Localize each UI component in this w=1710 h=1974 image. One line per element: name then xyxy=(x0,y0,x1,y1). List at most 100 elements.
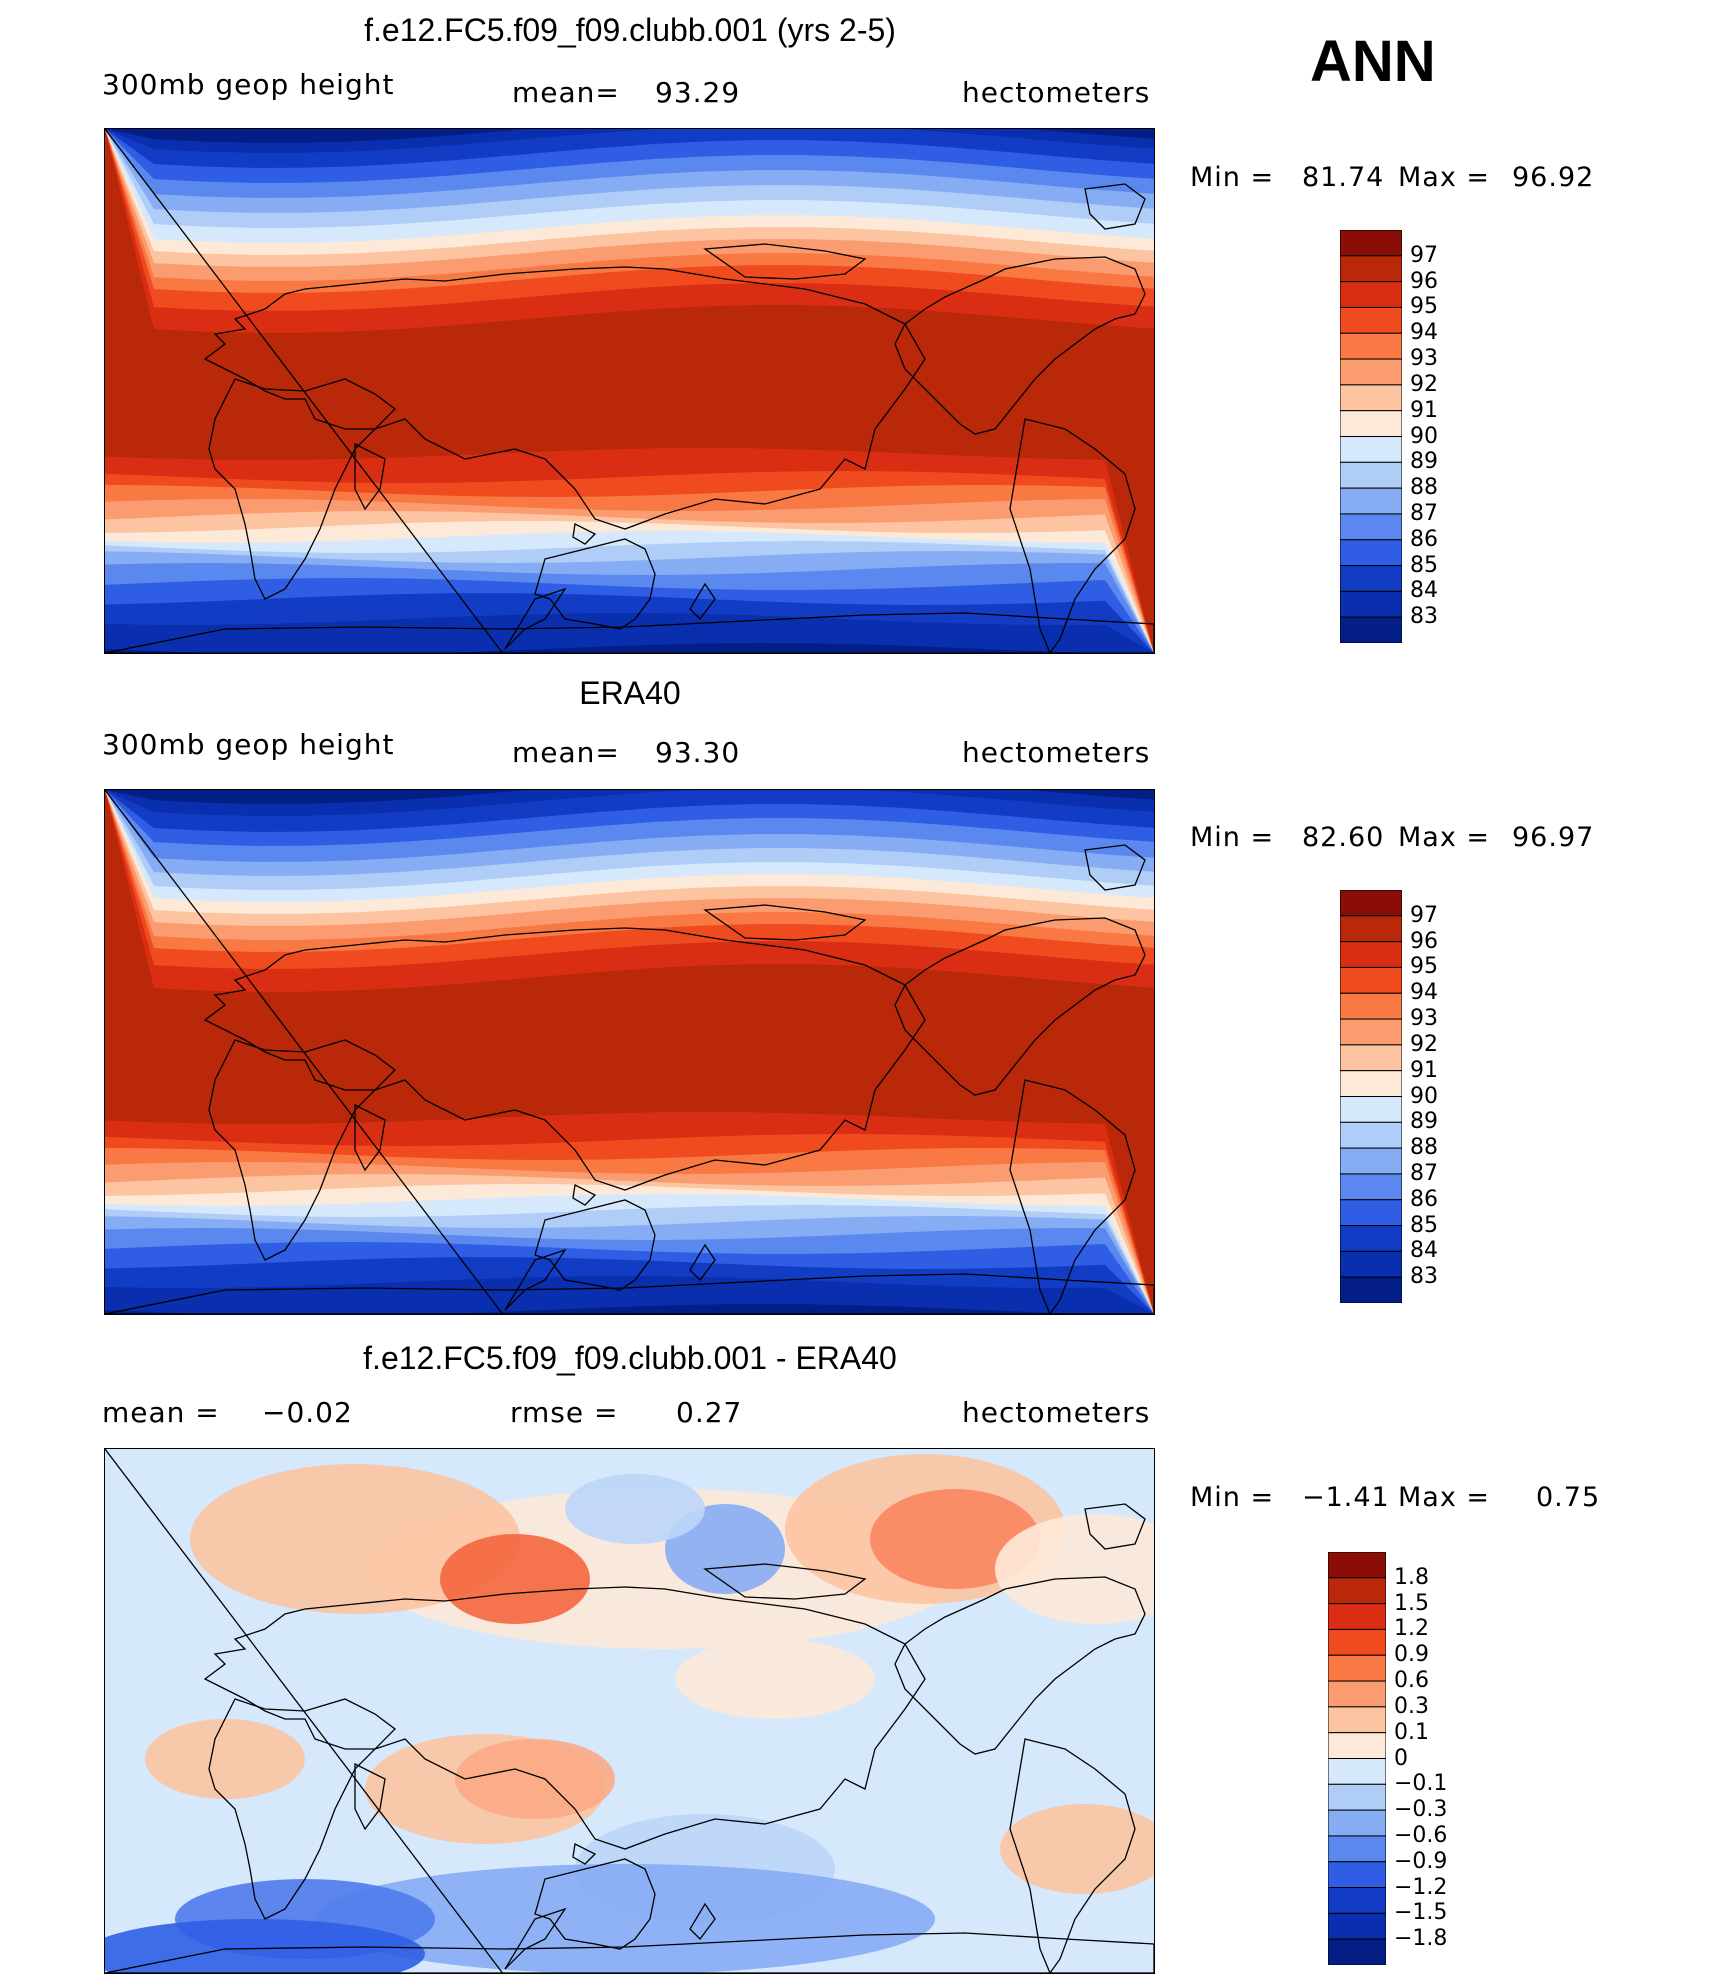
colorbar-tick-label: 88 xyxy=(1410,475,1438,501)
colorbar-tick-label: 0 xyxy=(1394,1745,1408,1771)
colorbar-segment xyxy=(1328,1552,1386,1579)
colorbar-segment xyxy=(1328,1577,1386,1605)
colorbar-tick-label: 93 xyxy=(1410,1006,1438,1032)
colorbar-segment xyxy=(1340,487,1402,515)
panel-3-colorbar: 1.8 1.5 1.2 0.9 0.6 0.3 0.1 0 −0.1 −0.3 −0.6 −0.9 −1… xyxy=(1328,1552,1447,1965)
colorbar-segment xyxy=(1340,255,1402,283)
colorbar-segment xyxy=(1328,1654,1386,1682)
colorbar-tick-label: 95 xyxy=(1410,954,1438,980)
panel-3-min-label: Min = xyxy=(1190,1482,1275,1513)
colorbar-tick-label: 85 xyxy=(1410,1212,1438,1238)
colorbar-segment xyxy=(1328,1628,1386,1656)
colorbar-tick-label: 91 xyxy=(1410,397,1438,423)
panel-2-title: ERA40 xyxy=(579,675,681,711)
panel-2-mean-label: mean= xyxy=(512,736,620,769)
colorbar-tick-label: 1.8 xyxy=(1394,1564,1429,1590)
panel-2-min-value: 82.60 xyxy=(1302,822,1385,853)
colorbar-segment xyxy=(1340,332,1402,360)
colorbar-segment xyxy=(1340,436,1402,463)
panel-1-mean-value: 93.29 xyxy=(655,76,741,109)
colorbar-tick-label: −1.8 xyxy=(1394,1926,1448,1952)
colorbar-tick-label: 91 xyxy=(1410,1057,1438,1083)
colorbar-segment xyxy=(1340,358,1402,386)
colorbar-tick-label: 97 xyxy=(1410,242,1438,268)
panel-2-max-label: Max = xyxy=(1398,822,1491,853)
colorbar-tick-label: 1.2 xyxy=(1394,1616,1429,1642)
colorbar-tick-label: 90 xyxy=(1410,1083,1438,1109)
colorbar-segment xyxy=(1340,941,1402,968)
colorbar-tick-label: −0.3 xyxy=(1394,1797,1448,1823)
colorbar-tick-label: −0.9 xyxy=(1394,1848,1448,1874)
panel-3-map xyxy=(104,1448,1155,1974)
colorbar-segment xyxy=(1340,1121,1402,1149)
colorbar-tick-label: −0.6 xyxy=(1394,1822,1448,1848)
panel-3-min-value: −1.41 xyxy=(1302,1482,1390,1513)
colorbar-segment xyxy=(1340,1250,1402,1278)
panel-1-max-label: Max = xyxy=(1398,162,1491,193)
colorbar-segment xyxy=(1340,590,1402,618)
colorbar-segment xyxy=(1340,410,1402,437)
colorbar-segment xyxy=(1328,1783,1386,1811)
colorbar-segment xyxy=(1340,539,1402,567)
panel-2-colorbar: 97 96 95 94 93 92 91 90 89 88 87 86 85 84 83 xyxy=(1340,890,1438,1303)
colorbar-tick-label: 0.9 xyxy=(1394,1642,1429,1668)
colorbar-tick-label: 87 xyxy=(1410,500,1438,526)
panel-1-title: f.e12.FC5.f09_f09.clubb.001 (yrs 2-5) xyxy=(364,12,896,48)
panel-2-left-label: 300mb geop height xyxy=(102,728,395,761)
colorbar-segment xyxy=(1340,966,1402,994)
panel-2-units: hectometers xyxy=(962,736,1151,769)
colorbar-tick-label: 86 xyxy=(1410,526,1438,552)
colorbar-segment xyxy=(1328,1603,1386,1630)
colorbar-tick-label: 83 xyxy=(1410,1264,1438,1290)
panel-1-min-label: Min = xyxy=(1190,162,1275,193)
colorbar-segment xyxy=(1340,565,1402,592)
panel-1-left-label: 300mb geop height xyxy=(102,68,395,101)
colorbar-segment xyxy=(1340,1044,1402,1072)
panel-1-units: hectometers xyxy=(962,76,1151,109)
colorbar-tick-label: 0.6 xyxy=(1394,1668,1429,1694)
panel-2-map xyxy=(104,789,1155,1315)
colorbar-tick-label: 92 xyxy=(1410,1031,1438,1057)
colorbar-tick-label: −1.5 xyxy=(1394,1900,1448,1926)
colorbar-segment xyxy=(1340,1225,1402,1252)
panel-3-rmse-label: rmse = xyxy=(510,1396,619,1429)
colorbar-tick-label: 89 xyxy=(1410,1109,1438,1135)
panel-1-mean-label: mean= xyxy=(512,76,620,109)
colorbar-tick-label: 0.1 xyxy=(1394,1719,1429,1745)
colorbar-tick-label: 87 xyxy=(1410,1160,1438,1186)
colorbar-tick-label: 90 xyxy=(1410,423,1438,449)
colorbar-segment xyxy=(1340,1147,1402,1175)
colorbar-segment xyxy=(1340,890,1402,917)
panel-3-title: f.e12.FC5.f09_f09.clubb.001 - ERA40 xyxy=(363,1340,897,1376)
colorbar-segment xyxy=(1340,306,1402,334)
colorbar-segment xyxy=(1340,281,1402,308)
colorbar-tick-label: 96 xyxy=(1410,928,1438,954)
colorbar-segment xyxy=(1328,1887,1386,1914)
colorbar-segment xyxy=(1328,1861,1386,1889)
colorbar-segment xyxy=(1340,1018,1402,1046)
colorbar-segment xyxy=(1328,1758,1386,1785)
panel-1-map xyxy=(104,128,1155,654)
colorbar-tick-label: 97 xyxy=(1410,902,1438,928)
colorbar-segment xyxy=(1328,1809,1386,1837)
colorbar-segment xyxy=(1328,1938,1386,1965)
colorbar-tick-label: 93 xyxy=(1410,346,1438,372)
colorbar-segment xyxy=(1328,1680,1386,1708)
panel-3-mean-label: mean = xyxy=(102,1396,220,1429)
season-label: ANN xyxy=(1310,29,1436,94)
panel-2-max-value: 96.97 xyxy=(1512,822,1595,853)
panel-3-rmse-value: 0.27 xyxy=(676,1396,743,1429)
colorbar-tick-label: 94 xyxy=(1410,320,1438,346)
colorbar-segment xyxy=(1340,616,1402,643)
colorbar-tick-label: 89 xyxy=(1410,449,1438,475)
panel-3-units: hectometers xyxy=(962,1396,1151,1429)
colorbar-tick-label: 96 xyxy=(1410,268,1438,294)
panel-3-mean-value: −0.02 xyxy=(262,1396,353,1429)
colorbar-segment xyxy=(1340,915,1402,943)
colorbar-tick-label: −0.1 xyxy=(1394,1771,1448,1797)
colorbar-tick-label: 0.3 xyxy=(1394,1693,1429,1719)
panel-2-min-label: Min = xyxy=(1190,822,1275,853)
colorbar-tick-label: 84 xyxy=(1410,578,1438,604)
colorbar-tick-label: 86 xyxy=(1410,1186,1438,1212)
